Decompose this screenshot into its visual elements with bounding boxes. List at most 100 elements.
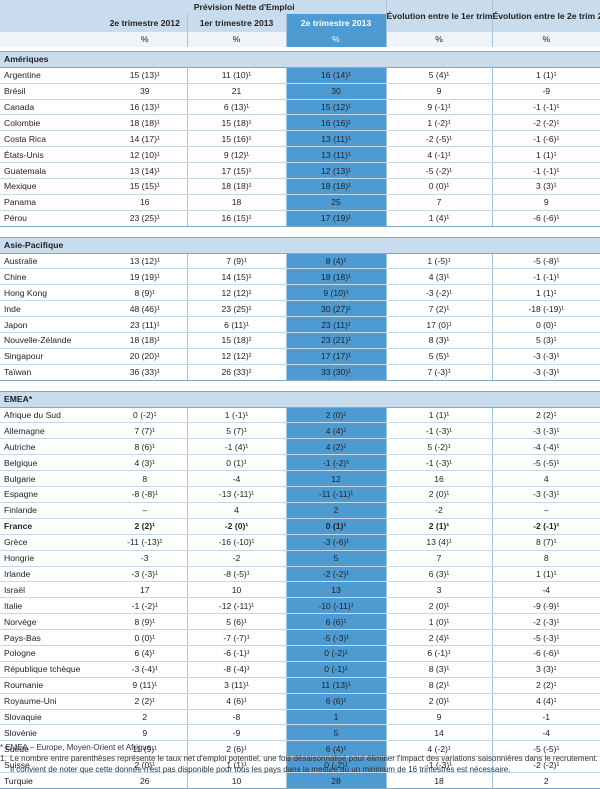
cell-change-q1-q2-2013: 9 bbox=[386, 83, 493, 100]
cell-q1-2013: -1 (4)¹ bbox=[187, 438, 287, 456]
cell-change-q1-q2-2013: -2 (-5)¹ bbox=[386, 130, 493, 148]
cell-q2-2013: 13 bbox=[286, 581, 387, 599]
cell-q2-2012: 8 (9)¹ bbox=[103, 613, 188, 631]
cell-change-q2-2012-q2-2013: 1 (1)¹ bbox=[492, 146, 600, 164]
cell-q2-2013: 0 (1)¹ bbox=[286, 518, 387, 535]
table-row: Italie -1 (-2)¹ -12 (-11)¹ -10 (-11)¹ 2 (0)¹… bbox=[0, 597, 600, 615]
table-row: Irlande -3 (-3)¹ -8 (-5)¹ -2 (-2)¹ 6 (3)¹ 1 (… bbox=[0, 566, 600, 583]
cell-q1-2013: 15 (16)¹ bbox=[187, 130, 287, 148]
cell-q2-2012: 8 bbox=[103, 470, 188, 488]
cell-q2-2012: – bbox=[103, 502, 188, 519]
table-row: Brésil 39 21 30 9 -9 bbox=[0, 83, 600, 100]
cell-q1-2013: 18 (18)¹ bbox=[187, 178, 287, 195]
cell-q2-2012: 2 (2)¹ bbox=[103, 518, 188, 535]
table-row: France 2 (2)¹ -2 (0)¹ 0 (1)¹ 2 (1)¹ -2 (-1)¹ bbox=[0, 518, 600, 535]
cell-change-q2-2012-q2-2013: -6 (-6)¹ bbox=[492, 645, 600, 662]
cell-q2-2013: 16 (16)¹ bbox=[286, 114, 387, 132]
cell-q2-2013: 9 (10)¹ bbox=[286, 284, 387, 302]
cell-change-q2-2012-q2-2013: -4 bbox=[492, 581, 600, 599]
cell-q2-2012: 6 (4)¹ bbox=[103, 645, 188, 662]
country-name: Finlande bbox=[0, 502, 103, 519]
country-name: Singapour bbox=[0, 348, 103, 365]
cell-change-q2-2012-q2-2013: -1 (-6)¹ bbox=[492, 130, 600, 148]
cell-q2-2012: 23 (25)¹ bbox=[103, 210, 188, 227]
country-name: Royaume-Uni bbox=[0, 693, 103, 710]
cell-q1-2013: 18 bbox=[187, 194, 287, 211]
cell-change-q2-2012-q2-2013: 3 (3)¹ bbox=[492, 661, 600, 678]
cell-q2-2012: 12 (10)¹ bbox=[103, 146, 188, 164]
header-blank bbox=[0, 0, 103, 14]
cell-q1-2013: -13 (-11)¹ bbox=[187, 486, 287, 503]
cell-change-q1-q2-2013: 7 (2)¹ bbox=[386, 300, 493, 318]
cell-q1-2013: 26 (33)¹ bbox=[187, 364, 287, 381]
footnote-1: 1. Le nombre entre parenthèses représent… bbox=[0, 753, 600, 775]
cell-change-q2-2012-q2-2013: -2 (-2)¹ bbox=[492, 114, 600, 132]
cell-q2-2013: 25 bbox=[286, 194, 387, 211]
cell-q2-2013: 1 bbox=[286, 709, 387, 726]
cell-change-q2-2012-q2-2013: -1 (-1)¹ bbox=[492, 99, 600, 116]
cell-change-q2-2012-q2-2013: 8 bbox=[492, 550, 600, 567]
cell-q2-2013: 0 (-2)¹ bbox=[286, 645, 387, 662]
cell-q2-2012: 48 (46)¹ bbox=[103, 300, 188, 318]
header-change-q1-q2-2013: Évolution entre le 1er trim 2013 et le 2… bbox=[386, 0, 493, 32]
cell-q1-2013: 5 (7)¹ bbox=[187, 422, 287, 440]
table-row: Inde 48 (46)¹ 23 (25)¹ 30 (27)¹ 7 (2)¹ -18 (-… bbox=[0, 300, 600, 318]
table-row: Japon 23 (11)¹ 6 (11)¹ 23 (11)¹ 17 (0)¹ 0 (0)… bbox=[0, 316, 600, 334]
cell-change-q2-2012-q2-2013: -6 (-6)¹ bbox=[492, 210, 600, 227]
table-row: Israël 17 10 13 3 -4 bbox=[0, 581, 600, 599]
cell-q1-2013: 7 (9)¹ bbox=[187, 253, 287, 270]
table-row: Pérou 23 (25)¹ 16 (15)¹ 17 (19)¹ 1 (4)¹ -6 (-… bbox=[0, 210, 600, 227]
cell-q2-2013: 0 (-2)¹ bbox=[286, 756, 387, 774]
cell-q2-2013: -11 (-11)¹ bbox=[286, 486, 387, 503]
cell-q2-2012: 15 (15)¹ bbox=[103, 178, 188, 195]
country-name: Panama bbox=[0, 194, 103, 211]
header-blank-2 bbox=[0, 14, 103, 32]
country-name: États-Unis bbox=[0, 146, 103, 164]
cell-q2-2012: 8 (6)¹ bbox=[103, 438, 188, 456]
cell-q1-2013: 17 (15)¹ bbox=[187, 162, 287, 180]
cell-change-q1-q2-2013: 7 bbox=[386, 194, 493, 211]
country-name: Nouvelle-Zélande bbox=[0, 332, 103, 349]
cell-change-q2-2012-q2-2013: -4 (-4)¹ bbox=[492, 438, 600, 456]
cell-change-q1-q2-2013: 1 (1)¹ bbox=[386, 407, 493, 424]
cell-q2-2012: 2 (0)¹ bbox=[103, 756, 188, 774]
cell-change-q1-q2-2013: 4 (-2)¹ bbox=[386, 740, 493, 758]
cell-q1-2013: 6 (11)¹ bbox=[187, 316, 287, 334]
region-header-row: Amériques bbox=[0, 50, 600, 68]
country-name: Espagne bbox=[0, 486, 103, 503]
cell-q2-2012: -11 (-13)¹ bbox=[103, 534, 188, 551]
cell-q2-2012: 7 (7)¹ bbox=[103, 422, 188, 440]
footnote-1-number: 1. bbox=[0, 754, 7, 763]
cell-change-q1-q2-2013: 1 (0)¹ bbox=[386, 613, 493, 631]
cell-change-q1-q2-2013: 4 (3)¹ bbox=[386, 268, 493, 286]
cell-q2-2013: 5 bbox=[286, 724, 387, 742]
cell-change-q2-2012-q2-2013: -4 bbox=[492, 724, 600, 742]
country-name: Brésil bbox=[0, 83, 103, 100]
country-name: Slovénie bbox=[0, 724, 103, 742]
cell-change-q2-2012-q2-2013: -5 (-3)¹ bbox=[492, 629, 600, 646]
cell-change-q2-2012-q2-2013: 9 bbox=[492, 194, 600, 211]
cell-q2-2013: 12 (13)¹ bbox=[286, 162, 387, 180]
cell-q1-2013: 0 (1)¹ bbox=[187, 454, 287, 472]
unit-q1-2013: % bbox=[187, 32, 287, 47]
table-row: Bulgarie 8 -4 12 16 4 bbox=[0, 470, 600, 488]
cell-change-q2-2012-q2-2013: -1 (-1)¹ bbox=[492, 268, 600, 286]
cell-change-q1-q2-2013: -1 (-3)¹ bbox=[386, 454, 493, 472]
cell-change-q2-2012-q2-2013: 8 (7)¹ bbox=[492, 534, 600, 551]
cell-q1-2013: -7 (-7)¹ bbox=[187, 629, 287, 646]
country-name: Slovaquie bbox=[0, 709, 103, 726]
country-name: Bulgarie bbox=[0, 470, 103, 488]
cell-q1-2013: 4 bbox=[187, 502, 287, 519]
cell-change-q1-q2-2013: 9 (-1)¹ bbox=[386, 99, 493, 116]
cell-change-q2-2012-q2-2013: -3 (-3)¹ bbox=[492, 486, 600, 503]
table-row: Slovaquie 2 -8 1 9 -1 bbox=[0, 709, 600, 726]
cell-change-q1-q2-2013: -5 (-2)¹ bbox=[386, 162, 493, 180]
country-name: Allemagne bbox=[0, 422, 103, 440]
cell-q1-2013: -8 bbox=[187, 709, 287, 726]
cell-change-q1-q2-2013: 5 (5)¹ bbox=[386, 348, 493, 365]
cell-q1-2013: 15 (18)¹ bbox=[187, 114, 287, 132]
cell-q2-2013: 2 (0)¹ bbox=[286, 407, 387, 424]
table-row: Australie 13 (12)¹ 7 (9)¹ 8 (4)¹ 1 (-5)¹ -5 (… bbox=[0, 253, 600, 270]
table-row: Suède 11 (9)¹ 2 (6)¹ 6 (4)¹ 4 (-2)¹ -5 (-5)¹ bbox=[0, 740, 600, 758]
cell-q2-2013: -1 (-2)¹ bbox=[286, 454, 387, 472]
